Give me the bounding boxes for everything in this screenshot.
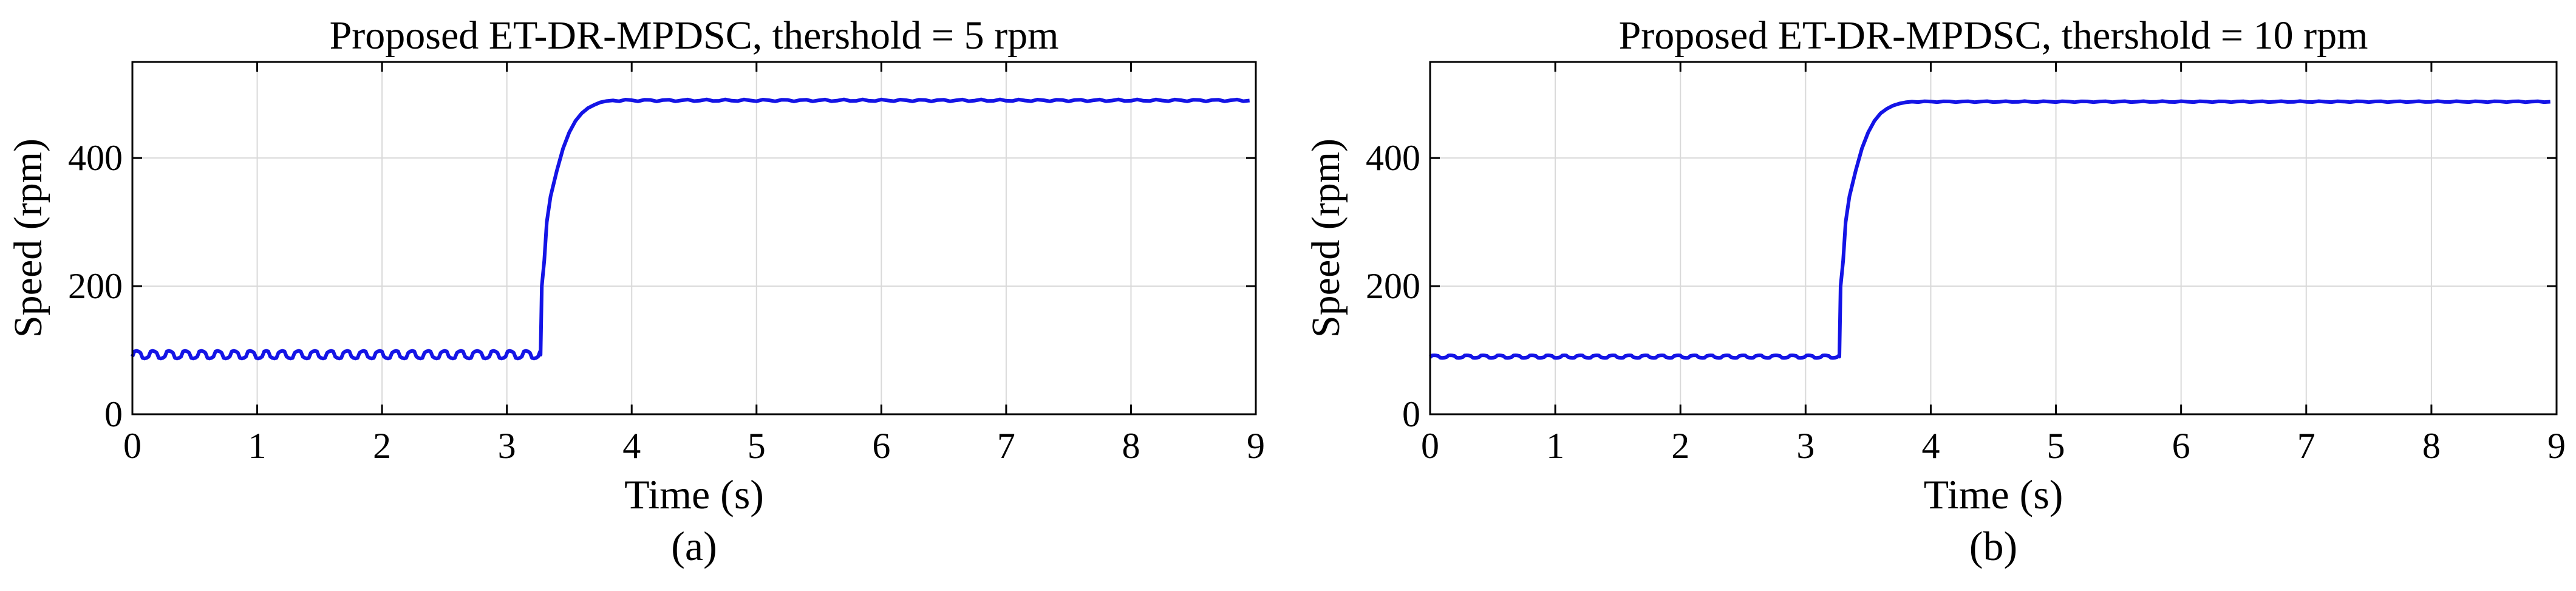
axes-box (131, 61, 1257, 415)
x-tick-label: 1 (248, 426, 267, 466)
chart-title: Proposed ET-DR-MPDSC, thershold = 5 rpm (330, 13, 1059, 58)
y-axis-label: Speed (rpm) (6, 138, 50, 338)
speed-series-line (1429, 99, 2550, 360)
speed-series-line (131, 97, 1250, 361)
y-axis-label: Speed (rpm) (1304, 138, 1348, 338)
x-axis-label: Time (s) (1924, 471, 2063, 518)
x-tick-label: 9 (2547, 426, 2566, 466)
chart-panel-b: 0 1 2 3 4 5 6 7 8 9 0 200 400 Proposed ET-DR-MPDSC, t… (1304, 13, 2566, 569)
y-tick-label: 200 (68, 266, 123, 306)
x-tick-label: 4 (1921, 426, 1940, 466)
plot-area (1430, 62, 2557, 414)
x-tick-label: 5 (748, 426, 766, 466)
plot-area (132, 62, 1256, 414)
chart-panel-a: 0 1 2 3 4 5 6 7 8 9 0 200 400 Proposed ET-DR-MPDSC, t… (6, 13, 1265, 569)
y-tick-label: 0 (104, 394, 123, 434)
chart-title: Proposed ET-DR-MPDSC, thershold = 10 rpm (1619, 13, 2368, 58)
x-tick-label: 2 (373, 426, 391, 466)
x-tick-label: 4 (622, 426, 641, 466)
x-axis-label: Time (s) (624, 471, 764, 518)
x-tick-label: 8 (2422, 426, 2441, 466)
x-tick-label: 6 (2172, 426, 2190, 466)
x-tick-label: 1 (1546, 426, 1564, 466)
x-tick-label: 2 (1671, 426, 1689, 466)
y-tick-label: 400 (1366, 138, 1420, 178)
x-tick-label: 5 (2047, 426, 2065, 466)
y-tick-label: 0 (1402, 394, 1420, 434)
x-tick-label: 7 (997, 426, 1015, 466)
y-tick-label: 400 (68, 138, 123, 178)
y-tick-label: 200 (1366, 266, 1420, 306)
x-tick-label: 8 (1122, 426, 1140, 466)
figure-caption: (b) (1969, 523, 2017, 569)
x-tick-label: 3 (1796, 426, 1814, 466)
x-tick-label: 0 (1421, 426, 1439, 466)
axes-box (1429, 61, 2558, 415)
figure-caption: (a) (671, 523, 717, 569)
x-tick-label: 6 (872, 426, 890, 466)
x-tick-label: 7 (2297, 426, 2315, 466)
x-tick-label: 9 (1247, 426, 1265, 466)
x-tick-label: 3 (498, 426, 516, 466)
x-tick-label: 0 (123, 426, 141, 466)
